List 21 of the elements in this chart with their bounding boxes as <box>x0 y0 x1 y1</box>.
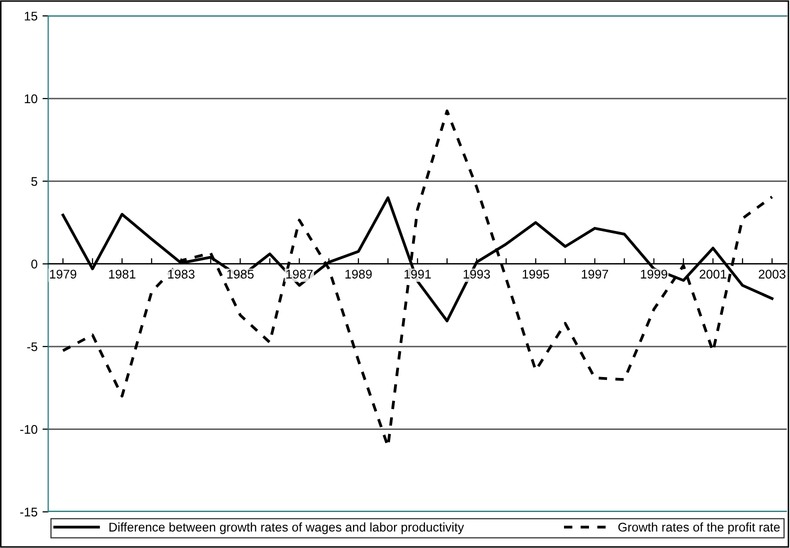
y-tick-label: 0 <box>31 260 38 269</box>
y-tick-label: -15 <box>20 508 38 516</box>
x-tick-label: 2003 <box>758 270 786 279</box>
x-tick-label: 1993 <box>464 270 490 279</box>
legend-label: Growth rates of the profit rate <box>618 522 780 534</box>
x-tick-label: 2001 <box>700 270 726 279</box>
x-tick-label: 1999 <box>640 270 668 279</box>
y-tick-label: 10 <box>24 94 38 104</box>
x-tick-label: 1997 <box>582 270 608 279</box>
legend-label: Difference between growth rates of wages and labor productivity <box>110 522 464 534</box>
y-tick-label: -10 <box>20 424 38 434</box>
x-tick-label: 1987 <box>286 270 313 279</box>
x-tick-label: 1991 <box>404 270 431 279</box>
x-tick-label: 1979 <box>50 270 76 279</box>
x-tick-label: 1995 <box>522 270 550 279</box>
y-tick-label: -5 <box>27 342 38 352</box>
x-tick-label: 1989 <box>345 270 372 279</box>
x-tick-label: 1981 <box>109 270 136 279</box>
y-tick-label: 5 <box>31 177 38 186</box>
y-tick-label: 15 <box>24 12 38 21</box>
x-tick-label: 1983 <box>168 270 195 279</box>
